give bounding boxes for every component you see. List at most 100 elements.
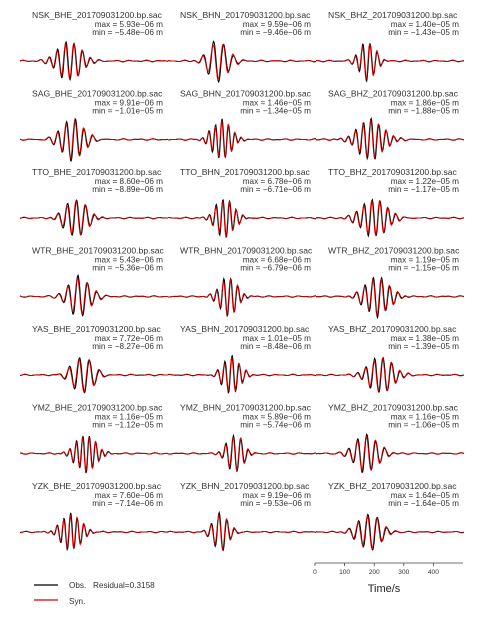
obs-waveform (315, 116, 465, 161)
panel-title: YAS_BHE_201709031200.bp.sac (32, 324, 162, 334)
panel-max-label: max = 1.40e−05 m (391, 20, 459, 29)
panel-min-label: min = −5.36e−06 m (92, 264, 163, 273)
panel-max-label: max = 5.89e−06 m (243, 413, 311, 422)
panel-min-label: min = −5.48e−06 m (92, 28, 163, 37)
panel-title: YMZ_BHZ_201709031200.bp.sac (328, 403, 459, 413)
time-axis: 0 100 200 300 400 Time/s (313, 562, 463, 595)
panel-max-label: max = 1.86e−05 m (391, 99, 459, 108)
syn-waveform (168, 200, 317, 238)
syn-waveform (167, 355, 317, 393)
panel-title: WTR_BHE_201709031200.bp.sac (32, 246, 165, 256)
syn-waveform (315, 435, 465, 471)
syn-waveform (167, 43, 317, 81)
panel-max-label: max = 9.19e−06 m (243, 491, 311, 500)
panel-min-label: min = −9.46e−06 m (240, 28, 311, 37)
time-axis-tick-label: 0 (313, 569, 317, 576)
syn-waveform (19, 359, 169, 393)
panel-min-label: min = −1.34e−05 m (240, 107, 311, 116)
syn-waveform (19, 200, 169, 236)
time-axis-tick-label: 300 (398, 569, 409, 576)
time-axis-tick-label: 400 (428, 569, 439, 576)
panel-max-label: max = 5.93e−06 m (95, 20, 163, 29)
panel-min-label: min = −1.88e−05 m (388, 107, 459, 116)
panel-max-label: max = 8.60e−06 m (95, 177, 163, 186)
time-axis-tick-label: 200 (369, 569, 380, 576)
syn-waveform (167, 513, 317, 551)
panel-max-label: max = 1.16e−05 m (95, 413, 163, 422)
syn-waveform (19, 120, 169, 160)
panel-min-label: min = −1.43e−05 m (388, 28, 459, 37)
panel-title: YMZ_BHE_201709031200.bp.sac (32, 403, 163, 413)
syn-waveform (316, 357, 465, 392)
panel-max-label: max = 1.19e−05 m (391, 256, 459, 265)
panel-max-label: max = 6.68e−06 m (243, 256, 311, 265)
panel-title: NSK_BHZ_201709031200.bp.sac (328, 10, 458, 20)
panel-title: TTO_BHZ_201709031200.bp.sac (328, 167, 458, 177)
panel-title: YMZ_BHN_201709031200.bp.sac (180, 403, 312, 413)
syn-waveform (316, 199, 465, 237)
panel-min-label: min = −8.89e−06 m (92, 185, 163, 194)
panel-min-label: min = −1.17e−05 m (388, 185, 459, 194)
panel-min-label: min = −1.01e−05 m (92, 107, 163, 116)
panel-max-label: max = 1.46e−05 m (243, 99, 311, 108)
panel-min-label: min = −5.74e−06 m (240, 421, 311, 430)
panel-min-label: min = −1.12e−05 m (92, 421, 163, 430)
panel-max-label: max = 6.78e−06 m (243, 177, 311, 186)
time-axis-ticks: 0 100 200 300 400 (313, 563, 439, 576)
syn-waveform (167, 436, 317, 472)
panel-min-label: min = −9.53e−06 m (240, 499, 311, 508)
panel-title: YZK_BHE_201709031200.bp.sac (32, 481, 162, 491)
panel-max-label: max = 9.91e−06 m (95, 99, 163, 108)
panel-min-label: min = −1.15e−05 m (388, 264, 459, 273)
panel-max-label: max = 1.64e−05 m (391, 491, 459, 500)
panel-title: TTO_BHE_201709031200.bp.sac (32, 167, 162, 177)
panel-min-label: min = −7.14e−06 m (92, 499, 163, 508)
panel-title: NSK_BHN_201709031200.bp.sac (180, 10, 311, 20)
syn-waveform (167, 119, 317, 158)
panel-title: SAG_BHN_201709031200.bp.sac (180, 89, 312, 99)
obs-waveform (315, 43, 464, 83)
obs-waveform (20, 512, 168, 552)
obs-waveform (316, 276, 465, 320)
panel-min-label: min = −1.64e−05 m (388, 499, 459, 508)
panel-title: SAG_BHZ_201709031200.bp.sac (328, 89, 459, 99)
panel-title: YZK_BHZ_201709031200.bp.sac (328, 481, 457, 491)
syn-waveform (316, 119, 465, 160)
panel-title: YAS_BHZ_201709031200.bp.sac (328, 324, 457, 334)
legend-syn-label: Syn. (69, 597, 85, 606)
panel-min-label: min = −8.27e−06 m (92, 342, 163, 351)
panel-max-label: max = 7.72e−06 m (95, 334, 163, 343)
panel-title: TTO_BHN_201709031200.bp.sac (180, 167, 310, 177)
panel-max-label: max = 1.16e−05 m (391, 413, 459, 422)
time-axis-title: Time/s (368, 583, 401, 595)
panel-min-label: min = −6.79e−06 m (240, 264, 311, 273)
syn-waveform (20, 514, 168, 550)
panel-max-label: max = 9.59e−06 m (243, 20, 311, 29)
panel-title: WTR_BHZ_201709031200.bp.sac (328, 246, 460, 256)
legend-residual-label: Residual=0.3158 (93, 581, 155, 590)
panel-min-label: min = −1.39e−05 m (388, 342, 459, 351)
panel-min-label: min = −8.48e−06 m (240, 342, 311, 351)
legend-obs-label: Obs. (69, 581, 86, 590)
syn-waveform (19, 277, 169, 316)
syn-waveform (315, 515, 465, 550)
